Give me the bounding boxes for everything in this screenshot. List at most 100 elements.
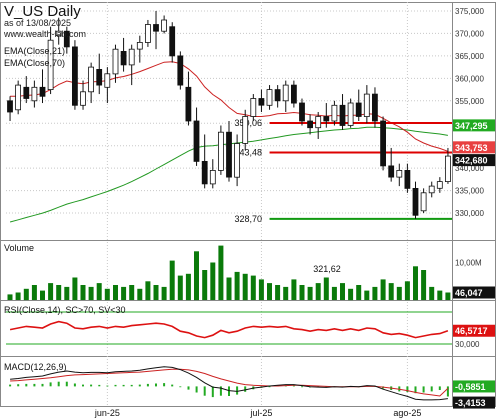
level-label: 328,70 [235, 214, 263, 224]
macd-histogram-bar [430, 386, 433, 392]
macd-histogram-bar [292, 385, 295, 387]
ema70-value-badge: 347,295 [455, 121, 488, 131]
candle-body [266, 89, 273, 106]
macd-histogram-bar [138, 384, 141, 387]
price-tick-label: 370,000 [455, 29, 484, 38]
macd-histogram-bar [33, 383, 36, 387]
macd-series [9, 366, 449, 401]
candle-body [323, 116, 330, 122]
candle-body [428, 185, 435, 194]
volume-bar [323, 277, 329, 300]
volume-bar [437, 290, 443, 300]
macd-histogram-bar [90, 384, 93, 387]
price-tick-label: 340,000 [455, 164, 484, 173]
level-label: 350,06 [235, 118, 263, 128]
site-credit: www.wealth-lab.com [3, 29, 86, 39]
volume-bar [218, 245, 224, 300]
price-tick-label: 365,000 [455, 52, 484, 61]
macd-histogram-bar [301, 386, 303, 388]
volume-bar [15, 292, 21, 300]
close-value-badge-bg [453, 154, 495, 167]
volume-bar [331, 286, 337, 300]
candle-body [112, 48, 119, 75]
volume-bar [96, 283, 102, 300]
chart-title: V_US Daily [4, 3, 81, 20]
rsi-series: 30,000 [6, 311, 480, 349]
as-of-date: as of 13/08/2025 [4, 18, 71, 28]
macd-histogram-bar [122, 384, 125, 387]
volume-bar [299, 285, 305, 300]
macd-histogram-bar [244, 386, 247, 392]
macd-histogram-bar [236, 386, 239, 395]
volume-bar [242, 273, 248, 301]
volume-bar [356, 285, 362, 300]
candle-body [412, 187, 419, 216]
candle-body [217, 131, 224, 171]
macd-histogram-bar [179, 386, 182, 388]
volume-bar [267, 283, 272, 300]
candle-body [388, 165, 395, 178]
volume-bar [169, 260, 175, 300]
macd-histogram-bar [130, 384, 133, 387]
candle-body [80, 91, 86, 106]
time-axis: jun-25 jul-25 ago-25 [94, 408, 422, 418]
candle-body [88, 66, 94, 93]
candle-body [299, 102, 305, 122]
macd-value-badge-bg [453, 396, 495, 409]
price-tick-label: 335,000 [455, 187, 484, 196]
candle-body [96, 69, 103, 86]
macd-histogram-bar [41, 383, 44, 387]
candle-body [7, 100, 13, 113]
candle-body [47, 39, 54, 91]
ema70-value-badge-bg [453, 119, 495, 132]
volume-bar [283, 286, 289, 300]
macd-histogram-bar [268, 386, 271, 388]
macd-value-badge: -3,4153 [455, 398, 486, 408]
candle-body [371, 93, 378, 122]
candle-body [436, 181, 443, 189]
volume-bar [48, 283, 54, 300]
candle-body [234, 143, 241, 178]
volume-value-badge-bg [453, 286, 495, 299]
volume-bar [56, 285, 62, 300]
volume-bar [80, 285, 86, 300]
macd-histogram-bar [438, 386, 441, 390]
volume-bar [234, 271, 240, 300]
volume-bar [396, 286, 402, 300]
candle-body [355, 102, 362, 117]
macd-histogram-bar [187, 386, 190, 390]
candle-body [347, 102, 354, 126]
volume-bar [413, 266, 418, 301]
candle-body [161, 19, 168, 32]
candle-body [258, 98, 265, 106]
volume-bar [153, 285, 159, 300]
volume-bar [275, 285, 281, 300]
volume-bar [64, 286, 70, 300]
candle-body [144, 24, 151, 43]
macd-histogram-bar [49, 382, 52, 387]
volume-bar [88, 286, 94, 300]
time-tick-label: jul-25 [249, 408, 272, 418]
macd-histogram-bar [25, 383, 28, 387]
candle-body [193, 120, 200, 162]
volume-bar [372, 286, 378, 300]
volume-bar [210, 262, 216, 300]
volume-bar [445, 292, 451, 300]
candle-body [201, 160, 208, 185]
macd-histogram-bar [203, 386, 206, 396]
volume-bar [250, 275, 256, 300]
volume-bar [388, 283, 394, 300]
candle-body [307, 120, 314, 129]
volume-bar [364, 290, 370, 300]
candle-body [363, 93, 370, 117]
candle-body [136, 42, 143, 50]
volume-bar [404, 281, 410, 301]
volume-title: Volume [4, 243, 34, 253]
volume-bar [380, 279, 386, 300]
macd-line [10, 366, 448, 401]
rsi-value-badge: 46,5717 [455, 326, 488, 336]
volume-bar [348, 288, 354, 301]
macd-histogram-bar [414, 386, 417, 394]
